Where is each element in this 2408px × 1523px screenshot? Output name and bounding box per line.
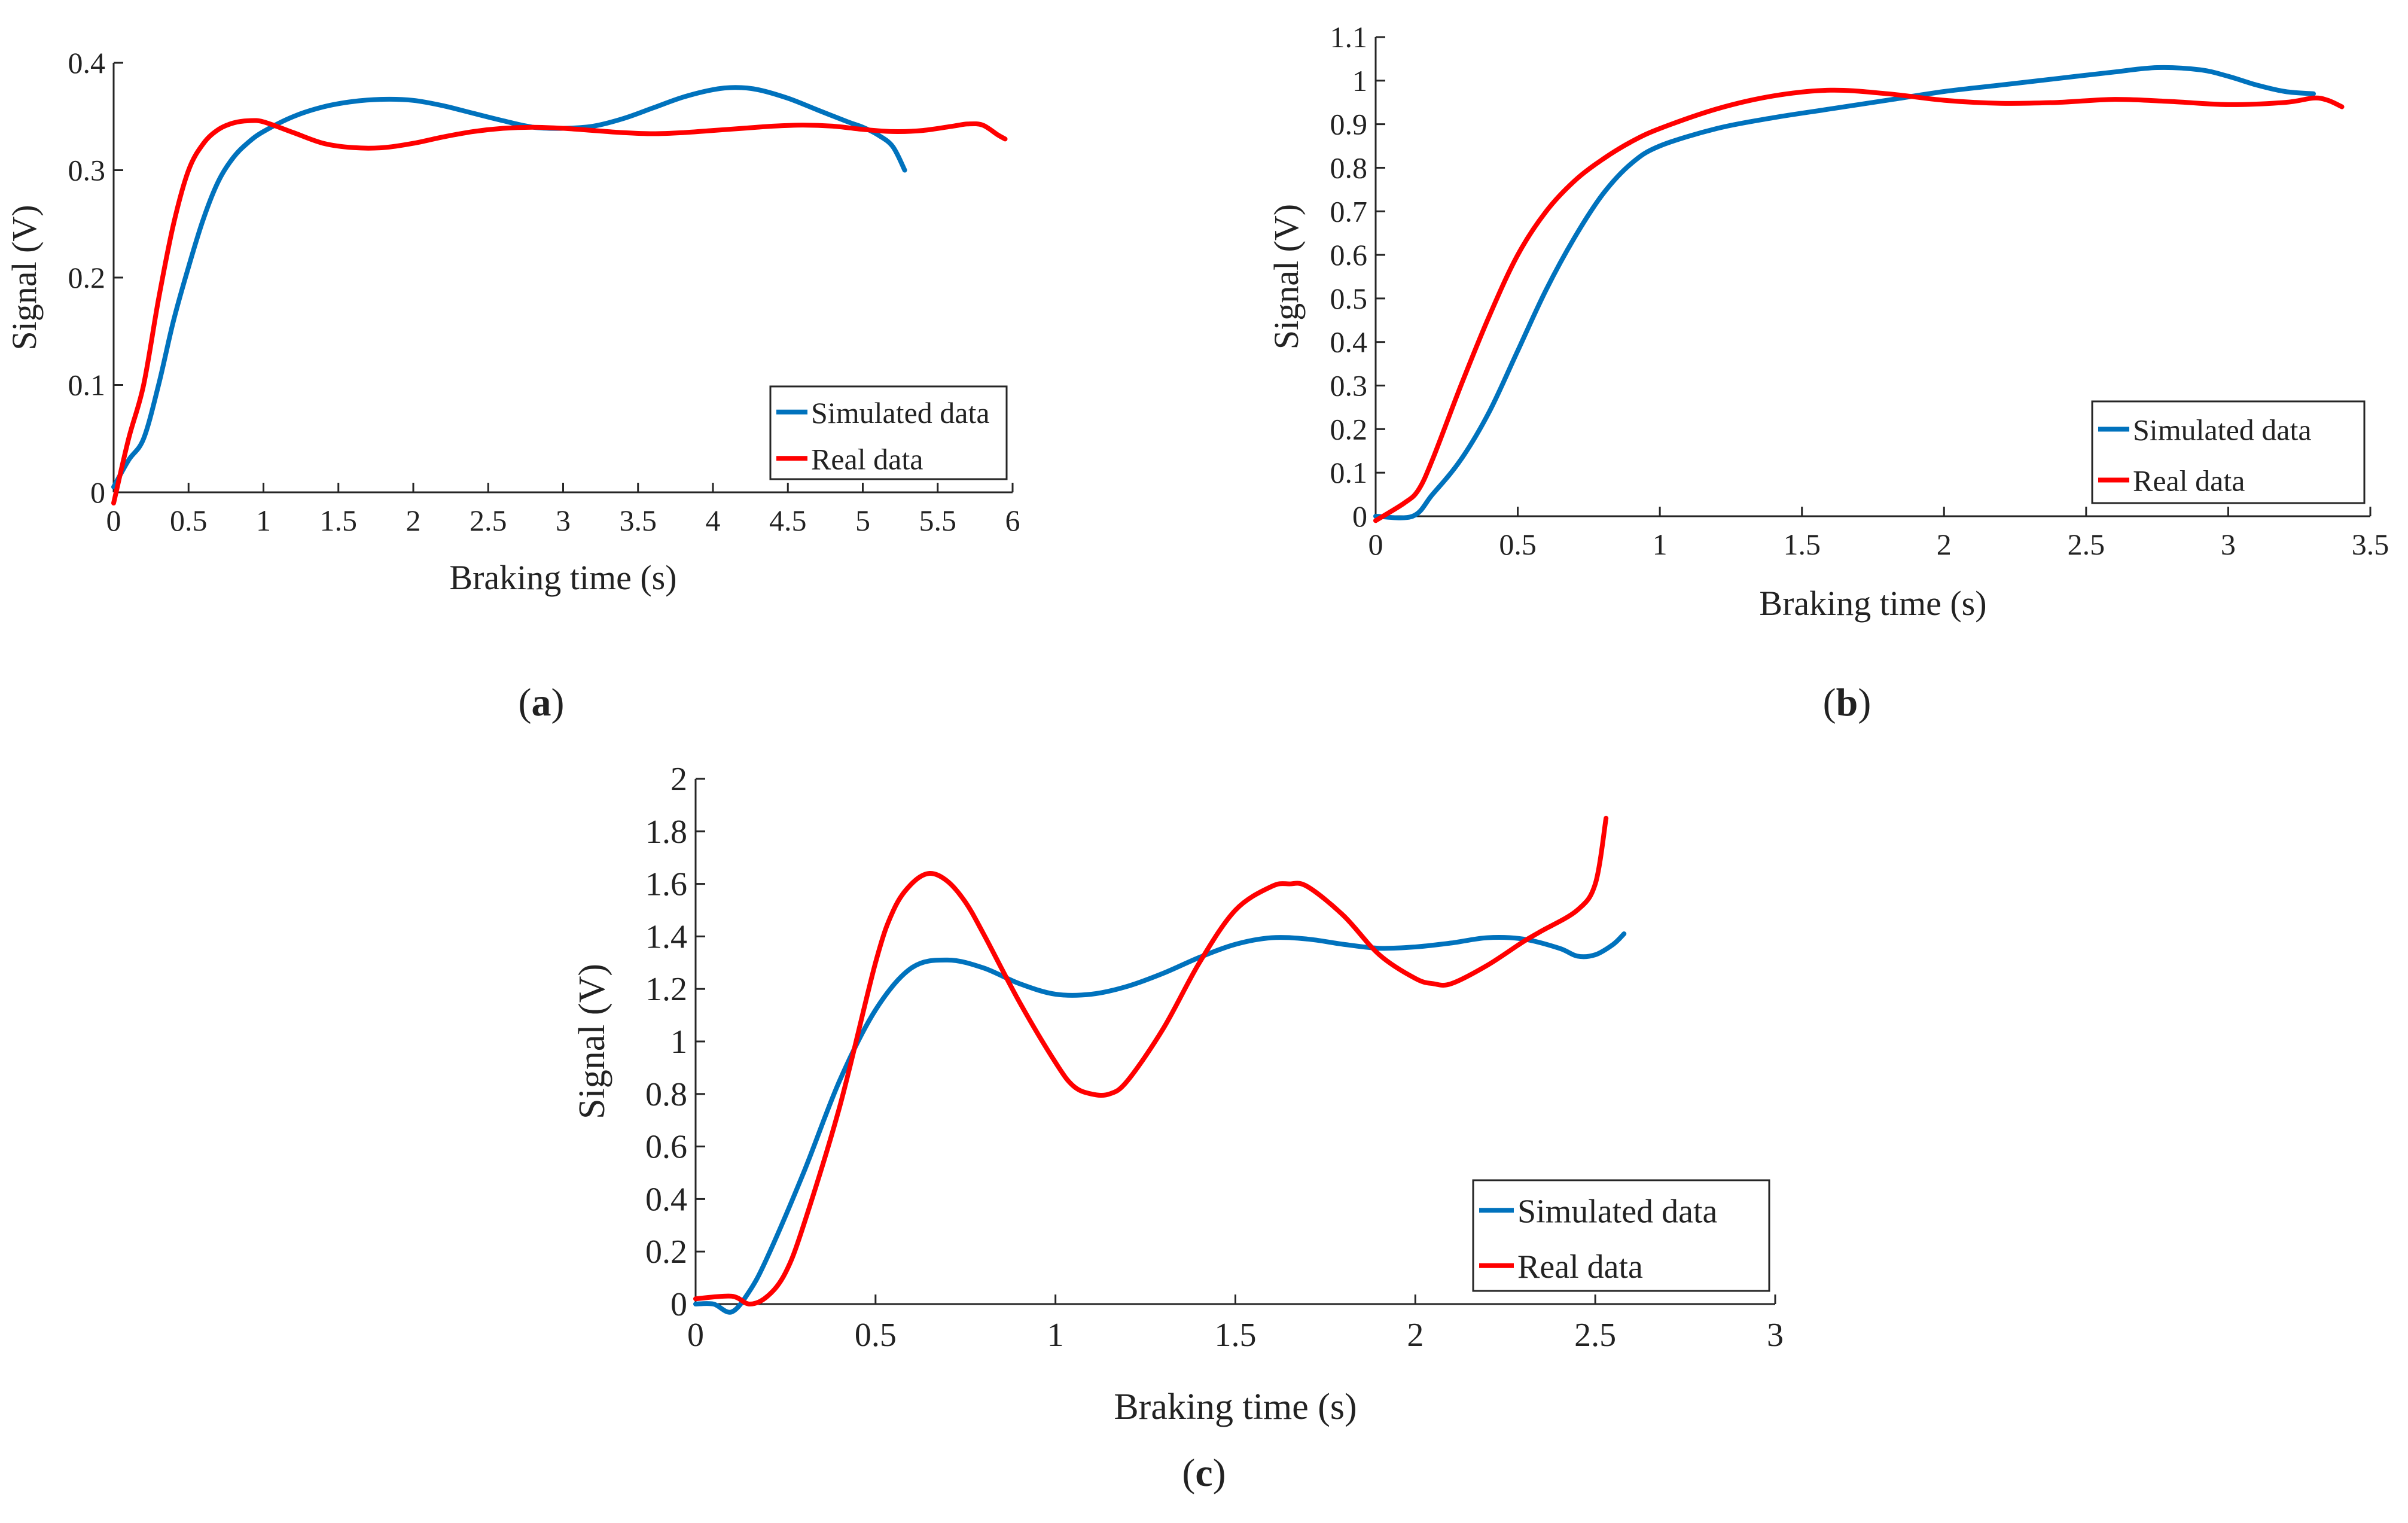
x-tick-label: 1: [1653, 528, 1668, 561]
y-tick-label: 0.3: [68, 154, 106, 187]
series-line: [111, 85, 907, 489]
y-tick-label: 1: [1352, 64, 1367, 98]
series-line: [1373, 65, 2316, 520]
x-tick-label: 1.5: [1215, 1317, 1257, 1354]
series-real: [111, 118, 1008, 505]
legend: Simulated data Real data: [1472, 1179, 1770, 1292]
y-tick-label: 1.4: [645, 918, 687, 955]
y-tick-label: 0.2: [1330, 412, 1368, 446]
x-tick-label: 0: [106, 504, 121, 537]
series-simulated: [111, 85, 907, 489]
y-tick-label: 0.7: [1330, 194, 1368, 228]
panel-label-a: (a): [519, 681, 565, 724]
x-tick-label: 3.5: [620, 504, 657, 537]
legend: Simulated data Real data: [2091, 400, 2366, 504]
chart-panel-c: 0 0.5 1 1.5 2 2.5 3 0 0.2 0.4 0.6 0.8 1 1.2 1.4 1.6 1.8 2…: [572, 761, 1784, 1427]
y-tick-label: 0.1: [1330, 456, 1368, 489]
chart-panel-a: 0 0.5 1 1.5 2 2.5 3 3.5 4 4.5 5 5.5 6 0 0.1 0.2 0.3 0.4 Br…: [5, 46, 1020, 597]
y-tick-label: 0.1: [68, 368, 106, 402]
y-tick-label: 1: [670, 1024, 687, 1061]
x-tick-label: 5: [855, 504, 870, 537]
x-tick-label: 4: [706, 504, 721, 537]
series-line: [693, 815, 1609, 1306]
x-tick-label: 1.5: [320, 504, 358, 537]
y-tick-label: 0.2: [68, 261, 106, 294]
legend-entry-real: Real data: [811, 442, 923, 476]
x-tick-label: 4.5: [769, 504, 807, 537]
series-line: [1373, 87, 2345, 523]
legend-entry-simulated: Simulated data: [2133, 413, 2312, 447]
x-tick-label: 0: [1368, 528, 1383, 561]
x-tick-label: 0.5: [855, 1317, 897, 1354]
y-tick-label: 0.2: [645, 1233, 687, 1271]
legend: Simulated data Real data: [769, 385, 1008, 480]
y-tick-label: 1.1: [1330, 20, 1368, 54]
y-axis-label: Signal (V): [572, 964, 612, 1119]
chart-panel-b: 0 0.5 1 1.5 2 2.5 3 3.5 0 0.1 0.2 0.3 0.4 0.5 0.6 0.7 0.…: [1267, 20, 2389, 623]
x-tick-label: 2: [1937, 528, 1952, 561]
x-tick-label: 0.5: [1499, 528, 1537, 561]
x-tick-label: 1: [256, 504, 271, 537]
legend-box: [2091, 400, 2366, 504]
y-tick-label: 1.2: [645, 971, 687, 1008]
y-tick-label: 0.6: [645, 1129, 687, 1166]
y-tick-label: 1.6: [645, 866, 687, 903]
x-tick-label: 2.5: [470, 504, 507, 537]
legend-entry-simulated: Simulated data: [1517, 1193, 1718, 1230]
x-tick-label: 0: [687, 1317, 704, 1354]
x-axis-label: Braking time (s): [1114, 1387, 1357, 1427]
x-axis-label: Braking time (s): [1759, 584, 1986, 623]
y-tick-label: 0.5: [1330, 282, 1368, 315]
series-line: [111, 118, 1008, 505]
x-tick-label: 1.5: [1783, 528, 1821, 561]
y-tick-label: 0: [1352, 499, 1367, 533]
y-tick-label: 0: [90, 476, 105, 509]
y-tick-label: 0.8: [645, 1076, 687, 1113]
series-simulated: [1373, 65, 2316, 520]
series-real: [1373, 87, 2345, 523]
x-axis-label: Braking time (s): [449, 558, 676, 597]
y-axis-label: Signal (V): [5, 205, 44, 350]
y-tick-label: 0.4: [1330, 325, 1368, 359]
y-tick-label: 0.3: [1330, 369, 1368, 403]
y-tick-label: 1.8: [645, 814, 687, 851]
y-tick-label: 0.4: [68, 46, 106, 80]
x-tick-label: 3: [556, 504, 571, 537]
x-tick-label: 5.5: [919, 504, 957, 537]
y-tick-label: 0.9: [1330, 108, 1368, 141]
panel-label-c: (c): [1182, 1451, 1226, 1495]
legend-entry-real: Real data: [2133, 464, 2245, 498]
y-tick-label: 0.4: [645, 1181, 687, 1218]
y-tick-label: 2: [670, 761, 687, 798]
x-tick-label: 3: [2221, 528, 2236, 561]
y-axis-label: Signal (V): [1267, 204, 1306, 349]
x-tick-label: 2.5: [1574, 1317, 1616, 1354]
series-line: [693, 931, 1627, 1315]
y-tick-label: 0.8: [1330, 151, 1368, 184]
legend-entry-real: Real data: [1517, 1248, 1643, 1286]
x-tick-label: 2.5: [2068, 528, 2105, 561]
x-tick-label: 2: [1407, 1317, 1424, 1354]
x-tick-label: 1: [1047, 1317, 1064, 1354]
legend-box: [1472, 1179, 1770, 1292]
y-tick-label: 0: [670, 1286, 687, 1323]
x-tick-label: 6: [1005, 504, 1020, 537]
series-simulated: [693, 931, 1627, 1315]
x-tick-label: 2: [406, 504, 421, 537]
x-tick-label: 3.5: [2352, 528, 2389, 561]
legend-box: [769, 385, 1008, 480]
panel-label-b: (b): [1823, 681, 1871, 724]
legend-entry-simulated: Simulated data: [811, 396, 990, 430]
y-tick-label: 0.6: [1330, 238, 1368, 272]
x-tick-label: 0.5: [170, 504, 208, 537]
x-tick-label: 3: [1767, 1317, 1784, 1354]
series-real: [693, 815, 1609, 1306]
